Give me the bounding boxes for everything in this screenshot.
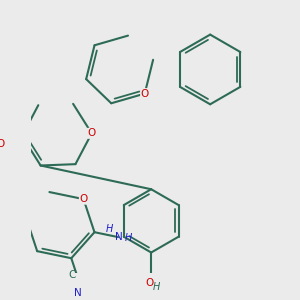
Text: O: O (146, 278, 154, 288)
Text: H: H (153, 282, 160, 292)
Text: C: C (68, 270, 76, 280)
Text: O: O (80, 194, 88, 204)
Text: N: N (74, 288, 81, 298)
Text: O: O (141, 88, 149, 99)
Text: H: H (125, 233, 132, 243)
Text: N: N (116, 232, 123, 242)
Text: H: H (105, 224, 113, 234)
Text: O: O (0, 139, 5, 148)
Text: O: O (88, 128, 96, 138)
